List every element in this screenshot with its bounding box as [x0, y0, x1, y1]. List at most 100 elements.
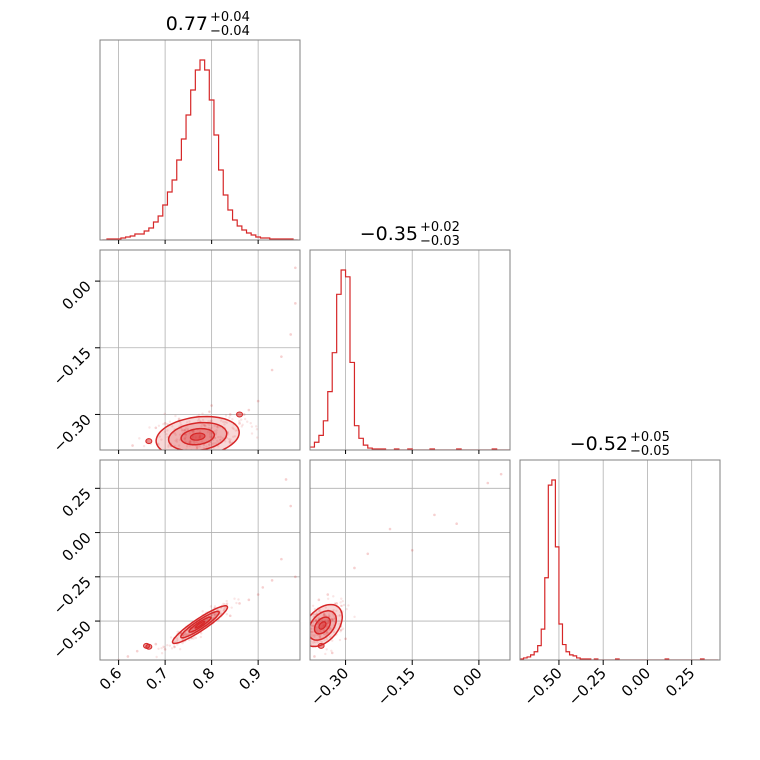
- sample-point: [306, 640, 308, 642]
- sample-point: [182, 429, 186, 432]
- param-title-minus-1: −0.03: [420, 234, 460, 249]
- sample-point: [180, 429, 184, 432]
- sample-point: [214, 614, 217, 617]
- sample-point: [342, 603, 346, 607]
- sample-point: [187, 632, 190, 636]
- sample-point: [231, 418, 234, 421]
- sample-point: [207, 420, 210, 423]
- sample-point: [327, 619, 330, 622]
- sample-point: [188, 638, 191, 642]
- sample-point: [177, 444, 181, 447]
- sample-point: [312, 630, 315, 633]
- panel-0-0: [99, 39, 301, 241]
- sample-point: [237, 598, 240, 601]
- sample-point: [195, 445, 198, 448]
- sample-point: [188, 441, 192, 445]
- sample-point: [175, 640, 179, 643]
- sample-point: [233, 435, 237, 438]
- sample-point: [170, 647, 174, 650]
- sample-point: [310, 631, 313, 634]
- sample-point: [314, 619, 318, 622]
- sample-point: [188, 439, 192, 443]
- sample-point: [317, 609, 321, 612]
- sample-point: [155, 655, 158, 659]
- sample-point: [184, 433, 188, 436]
- sample-point: [209, 453, 211, 455]
- sample-point: [270, 579, 274, 582]
- param-title-plus-0: +0.04: [210, 10, 250, 25]
- sample-point: [196, 446, 199, 449]
- sample-point: [167, 445, 170, 448]
- sample-point: [174, 453, 176, 455]
- histogram-1: [310, 269, 510, 450]
- x-tick-label-0: 0.8: [189, 664, 219, 694]
- sample-point: [323, 612, 326, 616]
- sample-point: [216, 425, 219, 428]
- sample-point: [177, 417, 181, 421]
- sample-point: [322, 628, 326, 632]
- sample-point: [201, 610, 204, 613]
- param-title-minus-0: −0.04: [210, 24, 250, 39]
- contour-level: [188, 616, 212, 633]
- sample-point: [306, 625, 308, 627]
- sample-point: [325, 632, 329, 635]
- sample-point: [326, 622, 329, 625]
- sample-point: [224, 420, 227, 424]
- sample-point: [162, 645, 165, 648]
- sample-point: [353, 566, 356, 570]
- sample-point: [214, 612, 217, 616]
- sample-point: [214, 442, 218, 445]
- sample-point: [163, 648, 167, 651]
- sample-point: [225, 602, 229, 605]
- sample-point: [240, 425, 243, 428]
- sample-point: [219, 438, 222, 442]
- sample-point: [433, 513, 436, 517]
- sample-point: [173, 645, 177, 649]
- sample-point: [338, 614, 341, 617]
- sample-point: [168, 420, 172, 423]
- sample-point: [203, 424, 207, 427]
- sample-point: [330, 617, 333, 621]
- sample-point: [313, 607, 317, 611]
- sample-point: [222, 609, 226, 612]
- sample-point: [223, 607, 226, 611]
- param-title-value-2: −0.52: [570, 433, 628, 455]
- x-tick-label-0: 0.9: [235, 664, 265, 694]
- x-tick-label-0: 0.7: [142, 664, 172, 694]
- sample-point: [185, 632, 189, 636]
- sample-point: [307, 640, 309, 642]
- sample-point: [189, 440, 192, 444]
- sample-point: [157, 443, 160, 446]
- sample-point: [317, 598, 321, 602]
- sample-point: [316, 626, 319, 629]
- sample-point: [232, 427, 235, 431]
- x-tick-label-1: −0.15: [374, 664, 419, 709]
- sample-point: [318, 629, 321, 632]
- sample-point: [173, 646, 176, 649]
- outlier-contour: [317, 642, 325, 649]
- sample-point: [328, 627, 332, 630]
- sample-point: [201, 422, 204, 426]
- sample-point: [198, 436, 202, 440]
- sample-point: [316, 628, 319, 631]
- contour-level: [194, 620, 206, 629]
- sample-point: [294, 266, 297, 270]
- sample-point: [341, 627, 345, 630]
- sample-point: [198, 430, 202, 433]
- sample-point: [319, 634, 322, 638]
- sample-point: [214, 433, 218, 436]
- sample-point: [135, 649, 139, 653]
- sample-point: [157, 647, 160, 650]
- sample-point: [216, 439, 219, 443]
- sample-point: [222, 602, 225, 606]
- sample-point: [178, 648, 182, 651]
- sample-point: [216, 454, 218, 456]
- sample-point: [280, 355, 283, 358]
- sample-point: [314, 619, 317, 623]
- x-tick-label-2: −0.25: [565, 664, 610, 709]
- sample-point: [176, 643, 179, 646]
- sample-point: [212, 614, 216, 617]
- sample-point: [331, 618, 335, 622]
- sample-point: [227, 437, 231, 441]
- sample-point: [173, 431, 176, 435]
